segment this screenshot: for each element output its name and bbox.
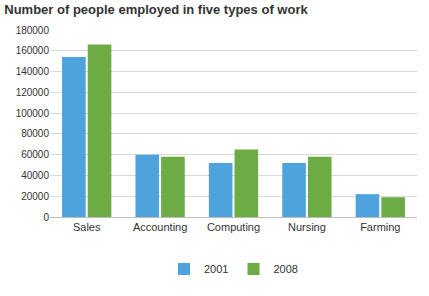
svg-text:Number of people employed in f: Number of people employed in five types … (4, 2, 308, 17)
svg-text:120000: 120000 (16, 87, 50, 98)
svg-text:Farming: Farming (360, 221, 400, 233)
svg-text:160000: 160000 (16, 45, 50, 56)
svg-text:Accounting: Accounting (133, 221, 187, 233)
svg-text:60000: 60000 (21, 149, 49, 160)
svg-text:Nursing: Nursing (288, 221, 326, 233)
svg-text:80000: 80000 (21, 128, 49, 139)
svg-text:180000: 180000 (16, 25, 50, 36)
svg-text:20000: 20000 (21, 191, 49, 202)
svg-text:2001: 2001 (204, 263, 228, 275)
svg-text:2008: 2008 (273, 263, 297, 275)
svg-text:0: 0 (43, 212, 49, 223)
svg-text:100000: 100000 (16, 108, 50, 119)
svg-text:140000: 140000 (16, 66, 50, 77)
svg-text:Computing: Computing (207, 221, 260, 233)
svg-text:40000: 40000 (21, 170, 49, 181)
svg-text:Sales: Sales (73, 221, 101, 233)
